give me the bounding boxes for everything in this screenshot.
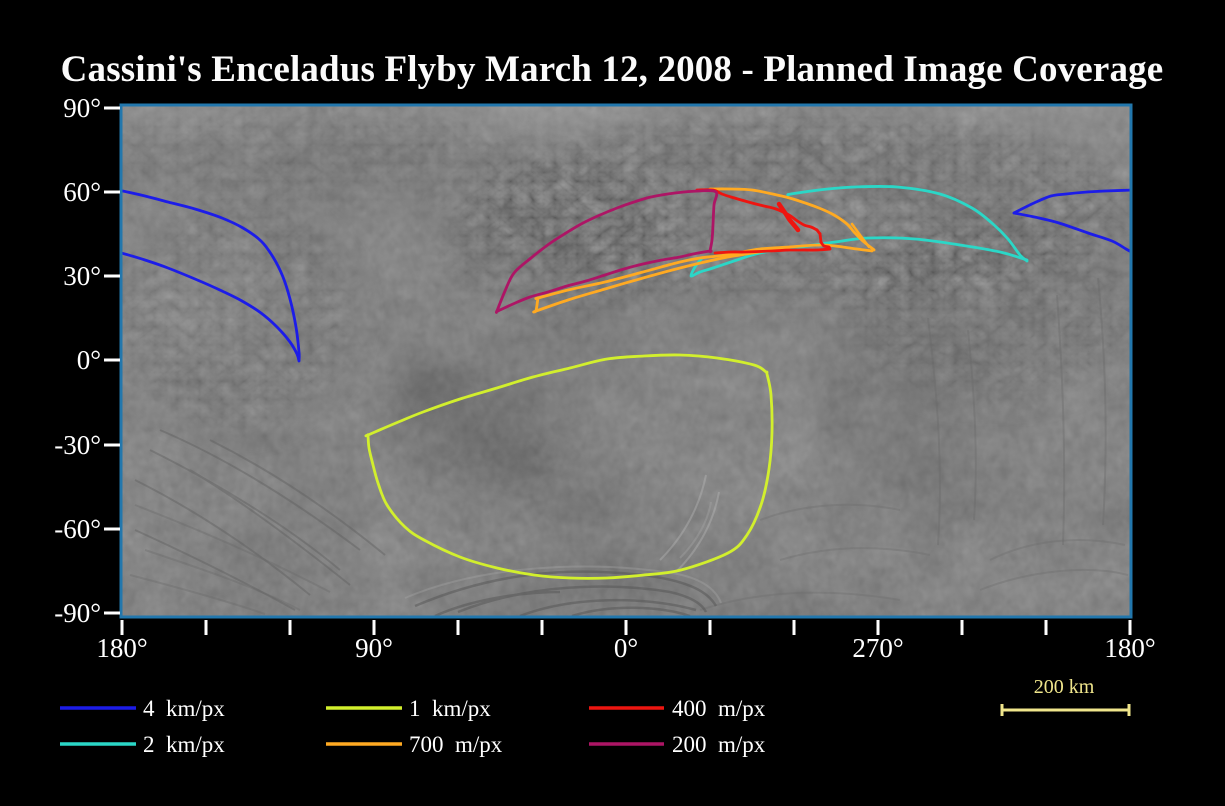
svg-text:0°: 0° <box>614 633 638 663</box>
svg-text:2 km/px: 2 km/px <box>143 732 225 757</box>
svg-text:90°: 90° <box>355 633 393 663</box>
svg-text:180°: 180° <box>1104 633 1155 663</box>
svg-text:1 km/px: 1 km/px <box>409 696 491 721</box>
svg-text:-30°: -30° <box>54 430 101 460</box>
svg-text:-90°: -90° <box>54 598 101 628</box>
svg-text:30°: 30° <box>63 261 101 291</box>
svg-text:270°: 270° <box>852 633 903 663</box>
svg-text:400 m/px: 400 m/px <box>672 696 766 721</box>
svg-text:90°: 90° <box>63 93 101 123</box>
svg-text:60°: 60° <box>63 177 101 207</box>
svg-text:4 km/px: 4 km/px <box>143 696 225 721</box>
svg-text:180°: 180° <box>96 633 147 663</box>
svg-text:200 m/px: 200 m/px <box>672 732 766 757</box>
svg-text:Cassini's Enceladus Flyby Marc: Cassini's Enceladus Flyby March 12, 2008… <box>61 49 1164 90</box>
svg-text:200 km: 200 km <box>1034 676 1095 698</box>
svg-text:-60°: -60° <box>54 514 101 544</box>
svg-text:700 m/px: 700 m/px <box>409 732 503 757</box>
svg-text:0°: 0° <box>77 345 101 375</box>
